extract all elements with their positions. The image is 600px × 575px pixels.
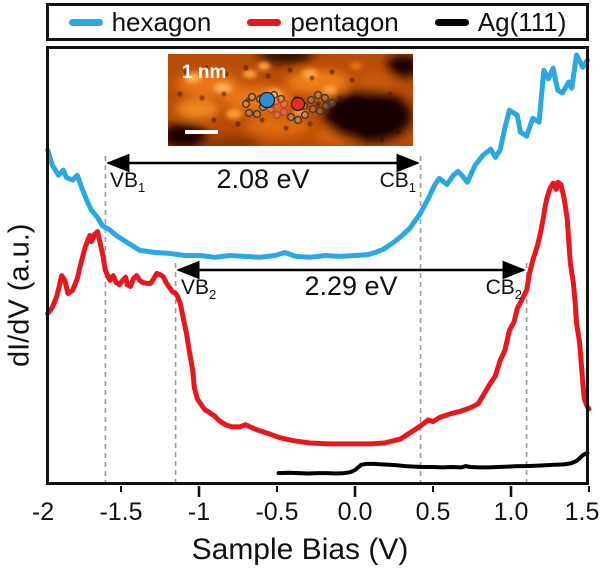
legend-item-ag111: Ag(111) <box>434 7 567 37</box>
x-axis-title: Sample Bias (V) <box>191 533 409 566</box>
x-tick-label: 0.5 <box>416 498 451 526</box>
legend-label-ag111: Ag(111) <box>477 7 567 37</box>
x-tick-label: -1.5 <box>99 498 142 526</box>
stm-inset-image: 1 nm <box>168 54 413 146</box>
y-axis-title: dI/dV (a.u.) <box>3 223 36 367</box>
pentagon-line-swatch-icon <box>247 18 282 26</box>
vb2-label: VB2 <box>181 276 217 303</box>
x-tick-label: -1 <box>188 498 210 526</box>
legend: hexagon pentagon Ag(111) <box>46 3 589 41</box>
cb2-label: CB2 <box>485 276 522 303</box>
legend-item-hexagon: hexagon <box>68 7 212 37</box>
pentagon-site-marker <box>290 96 306 112</box>
cb1-label: CB1 <box>379 169 416 196</box>
gap2-value-label: 2.29 eV <box>304 271 398 301</box>
curve-hexagon <box>45 52 590 260</box>
ag111-line-swatch-icon <box>434 18 469 26</box>
vb1-label: VB1 <box>110 169 146 196</box>
x-tick-label: 0.0 <box>338 498 373 526</box>
legend-label-pentagon: pentagon <box>290 7 399 37</box>
scalebar <box>185 130 218 134</box>
x-tick-label: -2 <box>32 498 54 526</box>
x-tick-label: 1.0 <box>494 498 529 526</box>
curve-ag111 <box>276 451 590 476</box>
curve-pentagon <box>45 179 592 447</box>
hexagon-site-marker <box>258 91 276 109</box>
stm-topography <box>168 54 413 146</box>
x-tick-label: -0.5 <box>255 498 298 526</box>
legend-label-hexagon: hexagon <box>111 7 212 37</box>
plot-border <box>46 46 589 485</box>
gap1-value-label: 2.08 eV <box>216 164 310 194</box>
scalebar-label: 1 nm <box>182 62 227 83</box>
pentagon-ring-overlay <box>266 96 289 120</box>
x-tick-label: 1.5 <box>565 498 600 526</box>
hexagon-line-swatch-icon <box>68 18 103 26</box>
legend-item-pentagon: pentagon <box>247 7 399 37</box>
